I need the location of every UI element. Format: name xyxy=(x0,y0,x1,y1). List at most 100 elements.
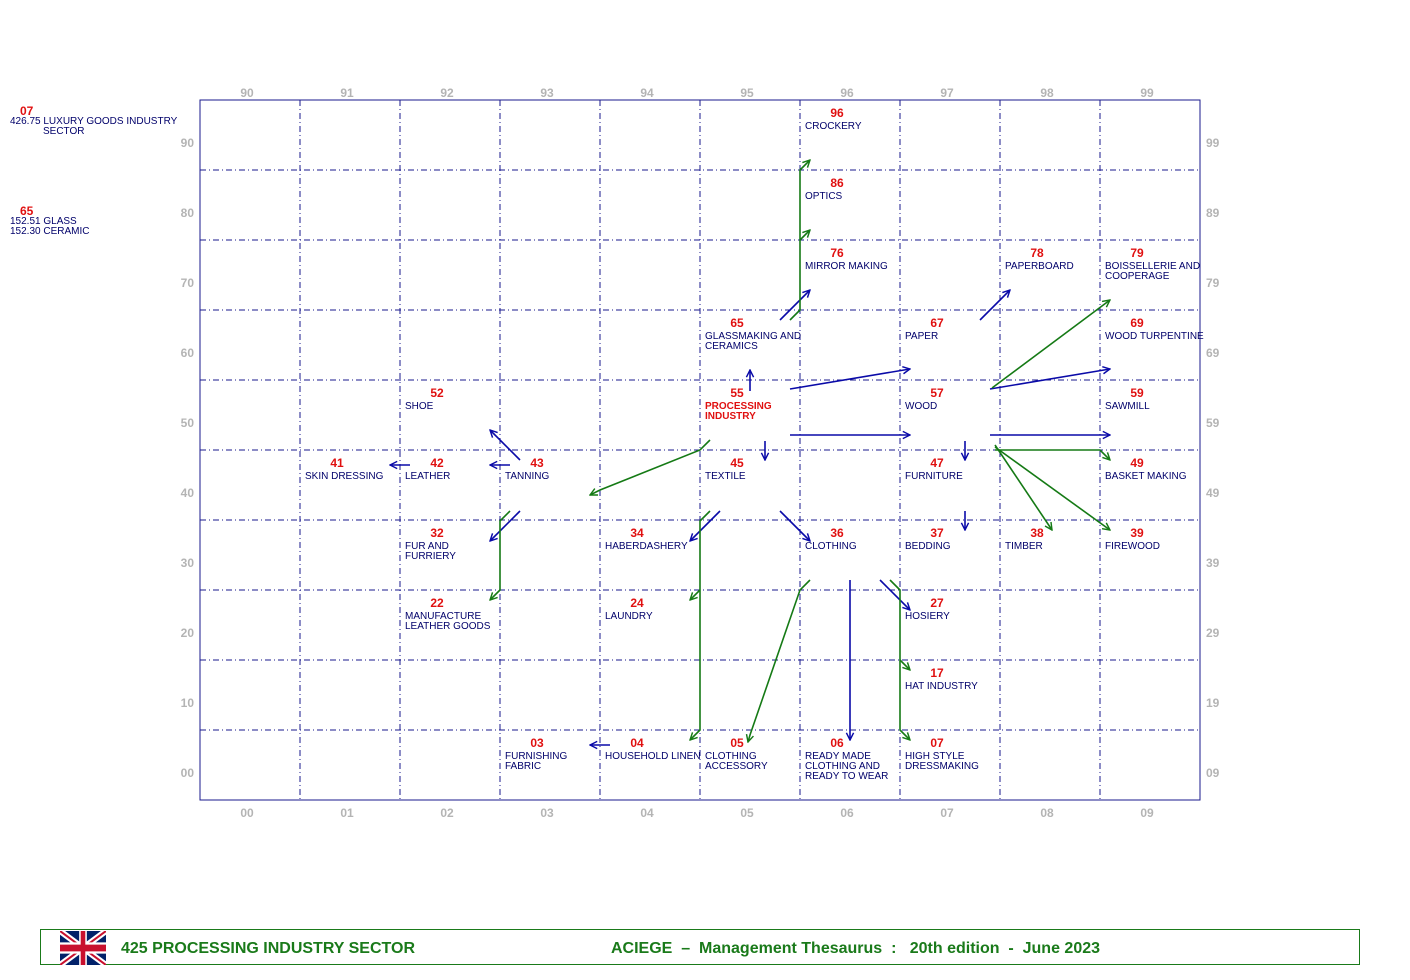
node-label: CLOTHING AND xyxy=(805,761,880,772)
arrow-36-to-17 xyxy=(899,659,910,670)
node-label: LEATHER GOODS xyxy=(405,621,491,632)
bottom-axis-label: 03 xyxy=(540,806,554,820)
node-code: 78 xyxy=(1030,246,1044,260)
side-note-line: SECTOR xyxy=(43,126,85,137)
left-axis-label: 30 xyxy=(181,556,195,570)
bottom-axis-label: 00 xyxy=(240,806,254,820)
node-code: 39 xyxy=(1130,526,1144,540)
node-label: CERAMICS xyxy=(705,341,758,352)
right-axis-label: 19 xyxy=(1206,696,1220,710)
node-label: READY TO WEAR xyxy=(805,771,888,782)
side-note-65: 65 152.51 GLASS 152.30 CERAMIC xyxy=(10,204,90,237)
bottom-axis-label: 05 xyxy=(740,806,754,820)
node-label: READY MADE xyxy=(805,751,871,762)
bottom-axis-label: 08 xyxy=(1040,806,1054,820)
node-label: MIRROR MAKING xyxy=(805,261,888,272)
node-code: 43 xyxy=(530,456,544,470)
node-code: 03 xyxy=(530,736,544,750)
left-axis-label: 20 xyxy=(181,626,195,640)
node-label: COOPERAGE xyxy=(1105,271,1170,282)
right-axis-label: 99 xyxy=(1206,136,1220,150)
node-label: HABERDASHERY xyxy=(605,541,688,552)
node-label: TEXTILE xyxy=(705,471,746,482)
arrow-57-to-59 xyxy=(989,369,1110,390)
node-label: PAPERBOARD xyxy=(1005,261,1074,272)
node-code: 24 xyxy=(630,596,644,610)
arrow-45-to-36 xyxy=(779,510,810,541)
right-axis-label: 69 xyxy=(1206,346,1220,360)
node-code: 52 xyxy=(430,386,444,400)
bottom-axis-label: 09 xyxy=(1140,806,1154,820)
node-label: CROCKERY xyxy=(805,121,862,132)
node-code: 27 xyxy=(930,596,944,610)
node-label: ACCESSORY xyxy=(705,761,768,772)
top-axis-label: 93 xyxy=(540,86,554,100)
arrow-43-to-32 xyxy=(490,510,521,541)
right-axis-label: 09 xyxy=(1206,766,1220,780)
node-code: 76 xyxy=(830,246,844,260)
node-code: 57 xyxy=(930,386,944,400)
node-code: 49 xyxy=(1130,456,1144,470)
node-label: MANUFACTURE xyxy=(405,611,481,622)
side-note-line: 152.30 CERAMIC xyxy=(10,226,90,237)
node-code: 06 xyxy=(830,736,844,750)
node-code: 96 xyxy=(830,106,844,120)
footer-bar: 425 PROCESSING INDUSTRY SECTOR ACIEGE – … xyxy=(40,929,1360,965)
top-axis-label: 97 xyxy=(940,86,954,100)
top-axis-label: 90 xyxy=(240,86,254,100)
node-code: 45 xyxy=(730,456,744,470)
node-code: 37 xyxy=(930,526,944,540)
arrow-67-to-78 xyxy=(979,290,1010,321)
bottom-axis-label: 07 xyxy=(940,806,954,820)
bottom-axis-label: 04 xyxy=(640,806,654,820)
left-axis-label: 60 xyxy=(181,346,195,360)
arrow-36-to-27 xyxy=(879,579,910,610)
node-label: FURNITURE xyxy=(905,471,963,482)
relation-arrows xyxy=(390,160,1110,745)
node-code: 05 xyxy=(730,736,744,750)
node-code: 42 xyxy=(430,456,444,470)
node-code: 22 xyxy=(430,596,444,610)
left-axis-label: 90 xyxy=(181,136,195,150)
node-label: BASKET MAKING xyxy=(1105,471,1187,482)
arrow-65-to-76 xyxy=(779,290,810,321)
node-code: 07 xyxy=(930,736,944,750)
node-label: SKIN DRESSING xyxy=(305,471,384,482)
node-label: LAUNDRY xyxy=(605,611,653,622)
side-note-line: 152.51 GLASS xyxy=(10,216,77,227)
left-axis-label: 80 xyxy=(181,206,195,220)
footer-edition-info: ACIEGE – Management Thesaurus : 20th edi… xyxy=(611,940,1101,957)
node-code: 34 xyxy=(630,526,644,540)
node-label: FURRIERY xyxy=(405,551,456,562)
node-label: CLOTHING xyxy=(705,751,757,762)
left-axis-label: 00 xyxy=(181,766,195,780)
node-code: 86 xyxy=(830,176,844,190)
node-label: PAPER xyxy=(905,331,938,342)
arrow-45-to-34 xyxy=(690,510,721,541)
node-label: CLOTHING xyxy=(805,541,857,552)
right-axis-label: 89 xyxy=(1206,206,1220,220)
node-label: SHOE xyxy=(405,401,434,412)
side-note-code: 65 xyxy=(20,204,34,218)
top-axis-label: 98 xyxy=(1040,86,1054,100)
